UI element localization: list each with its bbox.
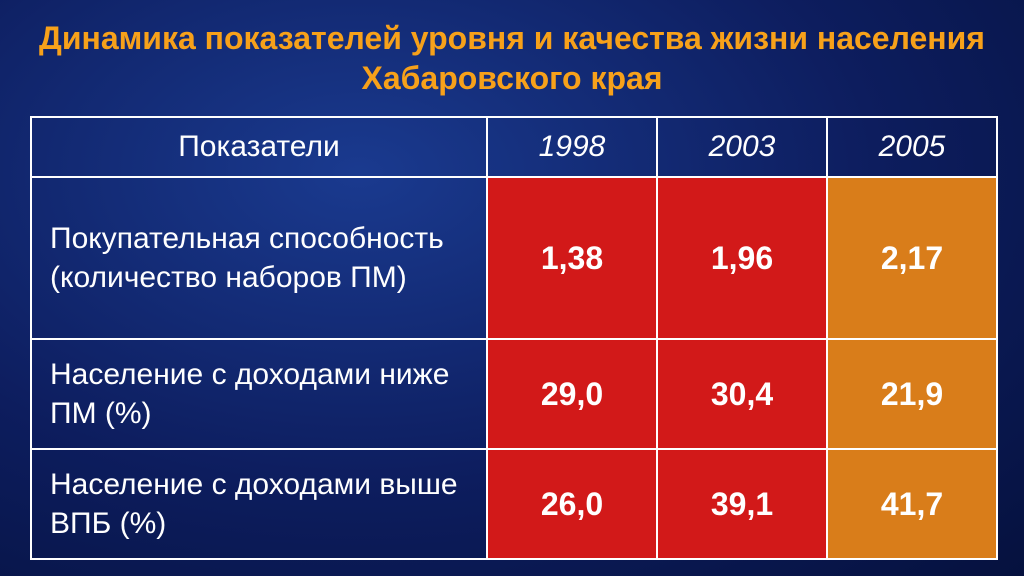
cell-value: 39,1: [657, 449, 827, 559]
slide: Динамика показателей уровня и качества ж…: [0, 0, 1024, 576]
row-label: Население с доходами выше ВПБ (%): [31, 449, 487, 559]
header-year-1998: 1998: [487, 117, 657, 177]
table-row: Население с доходами ниже ПМ (%) 29,0 30…: [31, 339, 997, 449]
cell-value: 41,7: [827, 449, 997, 559]
row-label: Покупательная способность (количество на…: [31, 177, 487, 339]
cell-value: 30,4: [657, 339, 827, 449]
row-label: Население с доходами ниже ПМ (%): [31, 339, 487, 449]
cell-value: 2,17: [827, 177, 997, 339]
table-header-row: Показатели 1998 2003 2005: [31, 117, 997, 177]
cell-value: 21,9: [827, 339, 997, 449]
data-table: Показатели 1998 2003 2005 Покупательная …: [30, 116, 998, 560]
cell-value: 26,0: [487, 449, 657, 559]
header-year-2003: 2003: [657, 117, 827, 177]
table-row: Покупательная способность (количество на…: [31, 177, 997, 339]
cell-value: 1,38: [487, 177, 657, 339]
slide-title: Динамика показателей уровня и качества ж…: [30, 18, 994, 98]
cell-value: 29,0: [487, 339, 657, 449]
header-year-2005: 2005: [827, 117, 997, 177]
header-indicator: Показатели: [31, 117, 487, 177]
table-row: Население с доходами выше ВПБ (%) 26,0 3…: [31, 449, 997, 559]
cell-value: 1,96: [657, 177, 827, 339]
